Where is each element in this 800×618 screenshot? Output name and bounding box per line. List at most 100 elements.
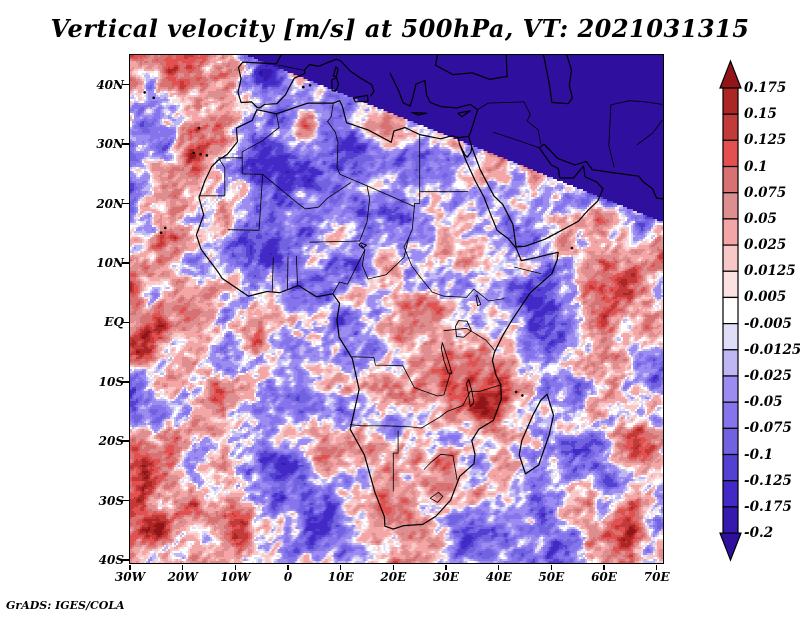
country-border [429, 491, 444, 503]
y-tick-mark [121, 499, 129, 502]
colorbar-label: -0.175 [744, 498, 792, 515]
country-border [339, 174, 415, 207]
x-tick-label: 20W [167, 570, 198, 584]
coastline [471, 143, 604, 248]
country-border [414, 191, 421, 207]
credit-text: GrADS: IGES/COLA [6, 599, 125, 612]
lake-outline [475, 294, 482, 307]
colorbar-segment [722, 323, 739, 351]
colorbar-segment [722, 192, 739, 220]
colorbar-label: -0.125 [744, 472, 792, 489]
colorbar-label: 0.075 [744, 184, 787, 201]
country-border [271, 257, 274, 293]
country-border [414, 373, 451, 397]
colorbar-segment [722, 506, 739, 534]
country-border [636, 120, 663, 146]
colorbar-label: 0.05 [744, 210, 777, 227]
coastline [424, 79, 479, 139]
country-border [309, 240, 360, 243]
coastline [331, 77, 340, 92]
y-tick-mark [121, 202, 129, 205]
y-tick-mark [121, 262, 129, 264]
y-tick-mark [121, 321, 129, 324]
island-dot [514, 390, 518, 394]
x-tick-label: 40E [485, 570, 512, 584]
country-border [359, 185, 370, 242]
country-border [392, 430, 399, 454]
country-border [278, 64, 305, 71]
coastline [411, 112, 428, 116]
island-dot [192, 151, 195, 155]
island-dot [164, 226, 167, 230]
coastline [457, 110, 471, 118]
x-tick-mark [287, 564, 289, 570]
x-tick-label: 30W [114, 570, 146, 584]
x-tick-label: 70E [643, 570, 670, 584]
colorbar-label: 0.005 [744, 289, 787, 306]
y-tick-label: 20S [98, 434, 124, 449]
x-tick-mark [181, 564, 184, 570]
colorbar-label: -0.05 [744, 394, 783, 411]
x-tick-label: 10E [327, 570, 354, 584]
lake-outline [358, 242, 367, 249]
x-tick-label: 0 [283, 570, 293, 584]
x-tick-label: 30E [433, 570, 459, 584]
country-border [332, 249, 366, 295]
country-border [296, 255, 298, 286]
y-tick-mark [121, 381, 129, 383]
island-dot [159, 231, 163, 234]
coastline [459, 135, 473, 158]
lake-outline [455, 320, 472, 338]
colorbar-label: 0.125 [744, 132, 787, 149]
country-border [349, 390, 471, 429]
country-border [218, 113, 280, 159]
colorbar-segment [722, 165, 739, 194]
coastline [389, 72, 426, 107]
coastline [195, 100, 559, 530]
country-border [351, 356, 415, 389]
colorbar-segment [722, 139, 739, 168]
country-border [227, 174, 264, 231]
y-tick-label: 10S [98, 374, 124, 389]
colorbar-label: -0.025 [744, 367, 792, 384]
y-tick-label: 30N [96, 137, 124, 152]
country-border [287, 256, 289, 290]
colorbar-scale [719, 59, 742, 562]
coastline [518, 393, 555, 475]
country-border [514, 266, 542, 274]
island-dot [197, 126, 201, 130]
colorbar-label: 0.1 [744, 158, 768, 175]
colorbar-segment [722, 113, 739, 141]
x-tick-mark [445, 564, 447, 570]
colorbar-label: -0.005 [744, 315, 792, 332]
x-tick-mark [655, 564, 658, 570]
country-border [469, 384, 502, 392]
island-dot [199, 152, 202, 156]
country-border [424, 453, 458, 481]
colorbar-label: 0.0125 [744, 263, 796, 280]
country-border [608, 104, 615, 168]
colorbar-segment [722, 401, 739, 429]
x-tick-mark [603, 564, 605, 570]
colorbar-arrow-down [719, 532, 742, 562]
x-tick-mark [234, 564, 237, 570]
country-border [403, 246, 505, 302]
x-tick-mark [339, 564, 342, 570]
coastline [434, 55, 508, 80]
colorbar-segment [722, 480, 739, 508]
y-tick-label: EQ [104, 315, 124, 330]
y-tick-mark [121, 559, 129, 561]
x-tick-mark [550, 564, 553, 570]
chart-title: Vertical velocity [m/s] at 500hPa, VT: 2… [50, 14, 750, 43]
colorbar-segment [722, 218, 739, 246]
y-tick-mark [121, 83, 129, 86]
x-tick-mark [129, 564, 131, 570]
colorbar-segment [722, 270, 739, 299]
coastline [332, 66, 339, 77]
island-dot [143, 91, 146, 94]
coastline [237, 55, 375, 109]
colorbar-segment [722, 87, 739, 115]
island-dot [205, 154, 209, 157]
y-tick-label: 20N [96, 196, 124, 211]
x-tick-label: 50E [538, 570, 565, 584]
